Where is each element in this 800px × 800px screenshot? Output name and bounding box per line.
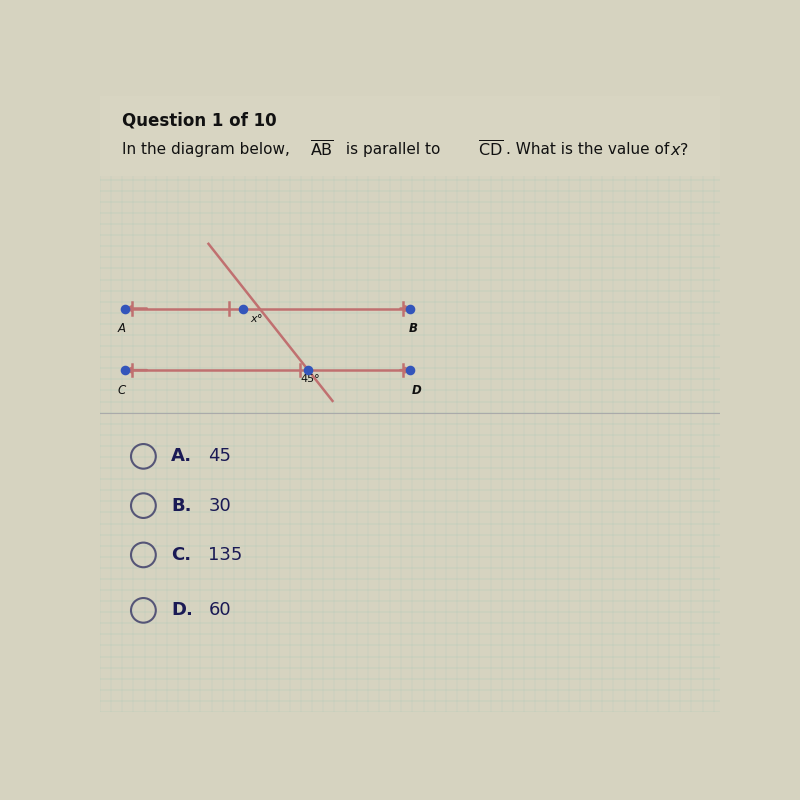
Text: is parallel to: is parallel to	[341, 142, 445, 157]
Text: 45°: 45°	[300, 374, 320, 384]
Text: B.: B.	[171, 497, 192, 514]
Text: $x°$: $x°$	[250, 312, 263, 324]
Text: . What is the value of: . What is the value of	[506, 142, 674, 157]
Text: A: A	[118, 322, 126, 335]
Text: B: B	[409, 322, 418, 335]
Point	[236, 302, 249, 315]
Text: Question 1 of 10: Question 1 of 10	[122, 111, 276, 130]
Point	[118, 302, 131, 315]
Point	[118, 364, 131, 377]
Text: 135: 135	[209, 546, 243, 564]
Point	[403, 364, 416, 377]
Text: $\overline{\mathrm{AB}}$: $\overline{\mathrm{AB}}$	[310, 140, 334, 160]
Text: C.: C.	[171, 546, 191, 564]
Text: D: D	[411, 384, 421, 397]
Text: 30: 30	[209, 497, 231, 514]
Text: C: C	[118, 384, 126, 397]
Point	[302, 364, 314, 377]
Text: 60: 60	[209, 602, 231, 619]
Text: A.: A.	[171, 447, 193, 466]
Text: 45: 45	[209, 447, 231, 466]
FancyBboxPatch shape	[100, 96, 720, 176]
Text: $x$?: $x$?	[670, 142, 690, 158]
Text: D.: D.	[171, 602, 193, 619]
Text: $\overline{\mathrm{CD}}$: $\overline{\mathrm{CD}}$	[478, 140, 504, 160]
Point	[403, 302, 416, 315]
Text: In the diagram below,: In the diagram below,	[122, 142, 294, 157]
